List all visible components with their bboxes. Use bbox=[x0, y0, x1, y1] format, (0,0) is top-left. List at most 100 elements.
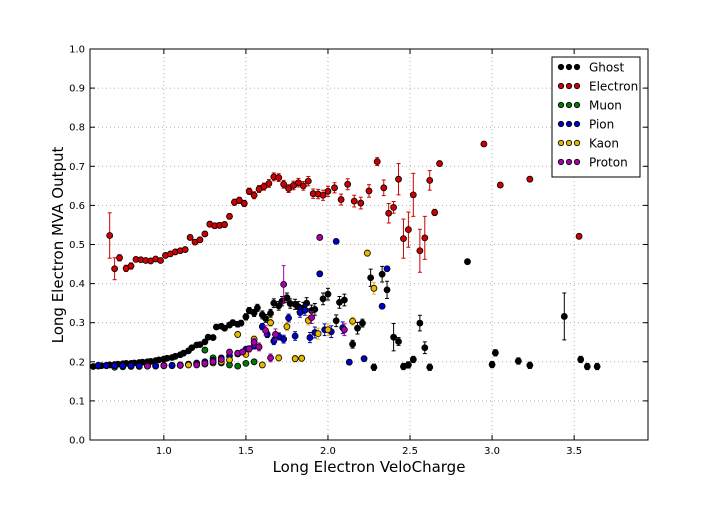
legend-marker-kaon bbox=[573, 139, 581, 147]
kaon-point bbox=[226, 356, 233, 364]
electron-point bbox=[324, 187, 332, 195]
ghost-point bbox=[359, 319, 366, 327]
kaon-point bbox=[234, 331, 242, 338]
electron-point bbox=[337, 196, 345, 203]
data-points bbox=[89, 140, 601, 371]
pion-point bbox=[103, 362, 110, 370]
legend-marker-muon bbox=[565, 101, 573, 109]
y-tick-label: 0.4 bbox=[69, 279, 85, 290]
ghost-point bbox=[324, 290, 332, 298]
kaon-point bbox=[324, 326, 332, 334]
ghost-point bbox=[283, 294, 291, 302]
electron-point bbox=[426, 176, 434, 184]
electron-point bbox=[373, 158, 381, 166]
proton-point bbox=[280, 280, 288, 288]
electron-point bbox=[416, 247, 424, 255]
ghost-point bbox=[577, 356, 585, 363]
ghost-point bbox=[593, 363, 601, 370]
electron-point bbox=[496, 181, 504, 189]
pion-point bbox=[285, 314, 292, 322]
y-tick-label: 0.3 bbox=[69, 318, 85, 329]
electron-point bbox=[260, 183, 268, 191]
proton-point bbox=[255, 343, 263, 351]
x-axis-label: Long Electron VeloCharge bbox=[273, 458, 466, 476]
electron-point bbox=[400, 235, 407, 243]
electron-point bbox=[280, 180, 288, 188]
electron-point bbox=[344, 180, 352, 188]
electron-point bbox=[404, 226, 412, 234]
electron-point bbox=[157, 257, 164, 264]
pion-point bbox=[306, 334, 314, 341]
ghost-point bbox=[421, 344, 429, 352]
pion-point bbox=[168, 361, 176, 369]
ghost-point bbox=[267, 309, 274, 317]
legend-label-electron: Electron bbox=[589, 80, 638, 94]
pion-point bbox=[383, 265, 391, 273]
legend-label-ghost: Ghost bbox=[589, 61, 624, 75]
y-tick-label: 0.9 bbox=[69, 84, 85, 95]
proton-point bbox=[209, 358, 217, 366]
electron-point bbox=[357, 199, 365, 207]
ghost-point bbox=[201, 338, 209, 346]
electron-point bbox=[331, 184, 338, 192]
electron-point bbox=[380, 184, 388, 192]
legend-marker-ghost bbox=[557, 63, 565, 71]
ghost-point bbox=[340, 296, 348, 304]
electron-point bbox=[201, 230, 209, 238]
pion-point bbox=[94, 361, 102, 369]
kaon-point bbox=[314, 330, 322, 338]
legend-marker-pion bbox=[565, 120, 573, 128]
electron-point bbox=[299, 182, 307, 190]
muon-point bbox=[242, 359, 250, 367]
proton-point bbox=[245, 345, 253, 353]
legend-marker-kaon bbox=[565, 139, 573, 147]
pion-point bbox=[332, 237, 340, 245]
electron-point bbox=[250, 191, 258, 199]
proton-point bbox=[316, 234, 324, 241]
legend-marker-proton bbox=[565, 158, 573, 166]
proton-point bbox=[262, 327, 270, 334]
pion-point bbox=[119, 362, 127, 370]
y-axis-label: Long Electron MVA Output bbox=[49, 147, 67, 344]
series-proton bbox=[144, 234, 348, 370]
kaon-point bbox=[370, 284, 378, 292]
proton-point bbox=[217, 356, 225, 363]
electron-point bbox=[409, 191, 417, 199]
legend-label-pion: Pion bbox=[589, 118, 614, 132]
electron-point bbox=[186, 234, 194, 241]
y-tick-label: 0.8 bbox=[69, 123, 85, 134]
legend-marker-muon bbox=[557, 101, 565, 109]
ghost-point bbox=[253, 304, 261, 312]
pion-point bbox=[316, 270, 324, 278]
electron-point bbox=[526, 175, 534, 183]
kaon-point bbox=[283, 323, 291, 331]
pion-point bbox=[152, 362, 160, 370]
kaon-point bbox=[298, 354, 306, 362]
proton-point bbox=[226, 348, 233, 356]
ghost-point bbox=[514, 357, 522, 365]
electron-point bbox=[436, 160, 443, 167]
electron-point bbox=[390, 203, 398, 211]
ghost-point bbox=[209, 334, 217, 341]
pion-point bbox=[360, 355, 368, 363]
y-tick-label: 0.1 bbox=[69, 396, 85, 407]
proton-point bbox=[193, 361, 201, 369]
legend-marker-electron bbox=[565, 82, 573, 90]
pion-point bbox=[280, 335, 288, 343]
axis-ticks: 1.0 1.5 2.0 2.5 3.0 3.5 0.0 0.1 0.2 0.3 0.4 0.5 0.6 0… bbox=[69, 45, 648, 457]
legend-marker-kaon bbox=[557, 139, 565, 147]
electron-point bbox=[480, 140, 488, 148]
electron-point bbox=[275, 174, 283, 182]
electron-point bbox=[226, 212, 233, 220]
pion-point bbox=[378, 302, 386, 310]
legend-marker-muon bbox=[573, 101, 581, 109]
legend-marker-proton bbox=[557, 158, 565, 166]
ghost-point bbox=[354, 324, 361, 332]
legend-label-kaon: Kaon bbox=[589, 137, 619, 151]
pion-point bbox=[301, 306, 309, 314]
ghost-point bbox=[395, 338, 402, 345]
kaon-point bbox=[275, 354, 283, 362]
ghost-point bbox=[491, 349, 499, 357]
